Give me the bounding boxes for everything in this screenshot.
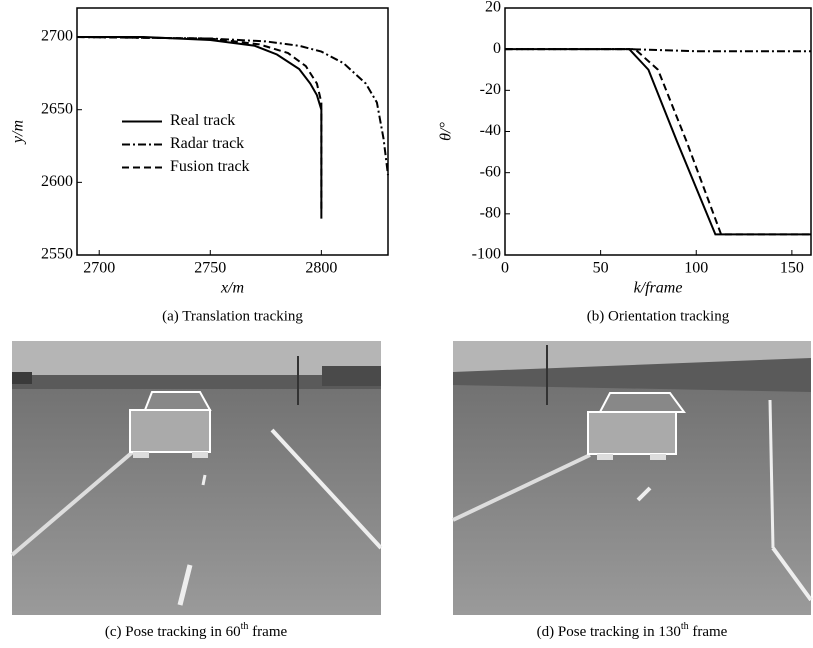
x-tick-label: 2800 xyxy=(305,260,337,277)
image-c xyxy=(10,341,383,615)
caption: (b) Orientation tracking xyxy=(587,308,730,324)
y-axis-label: y/m xyxy=(10,120,27,145)
caption-d: (d) Pose tracking in 130th frame xyxy=(537,621,728,640)
series-line xyxy=(505,48,811,236)
y-axis-label: θ/° xyxy=(438,122,455,141)
y-tick-label: 20 xyxy=(485,0,501,16)
y-tick-label: 2650 xyxy=(41,100,73,117)
series-line xyxy=(76,36,389,176)
caption: (c) Pose tracking in 60 xyxy=(105,624,241,640)
plot-frame xyxy=(76,7,389,256)
x-tick-label: 100 xyxy=(684,260,708,277)
caption-sup: th xyxy=(241,621,249,632)
y-tick-label: -80 xyxy=(480,205,501,222)
y-tick-label: 2600 xyxy=(41,173,73,190)
legend-label: Real track xyxy=(170,112,235,129)
caption-end: frame xyxy=(248,624,287,640)
caption-sup: th xyxy=(681,621,689,632)
y-tick-label: -20 xyxy=(480,81,501,98)
caption-c: (c) Pose tracking in 60th frame xyxy=(105,621,288,640)
x-axis-label: x/m xyxy=(220,280,244,297)
image-d xyxy=(452,341,813,615)
x-tick-label: 2700 xyxy=(83,260,115,277)
x-tick-label: 150 xyxy=(780,260,804,277)
caption: (d) Pose tracking in 130 xyxy=(537,624,681,640)
y-tick-label: 2700 xyxy=(41,28,73,45)
y-tick-label: -40 xyxy=(480,122,501,139)
y-tick-label: 0 xyxy=(493,40,501,57)
caption: (a) Translation tracking xyxy=(162,308,303,324)
plot-frame xyxy=(504,7,812,256)
y-tick-label: 2550 xyxy=(41,246,73,263)
series-line xyxy=(505,48,811,236)
caption-end: frame xyxy=(689,624,728,640)
x-axis-label: k/frame xyxy=(634,280,683,297)
x-tick-label: 2750 xyxy=(194,260,226,277)
y-tick-label: -100 xyxy=(472,246,501,263)
series-line xyxy=(76,36,323,212)
y-tick-label: -60 xyxy=(480,163,501,180)
x-tick-label: 0 xyxy=(501,260,509,277)
legend-label: Fusion track xyxy=(170,158,250,175)
legend-label: Radar track xyxy=(170,135,244,152)
x-tick-label: 50 xyxy=(593,260,609,277)
